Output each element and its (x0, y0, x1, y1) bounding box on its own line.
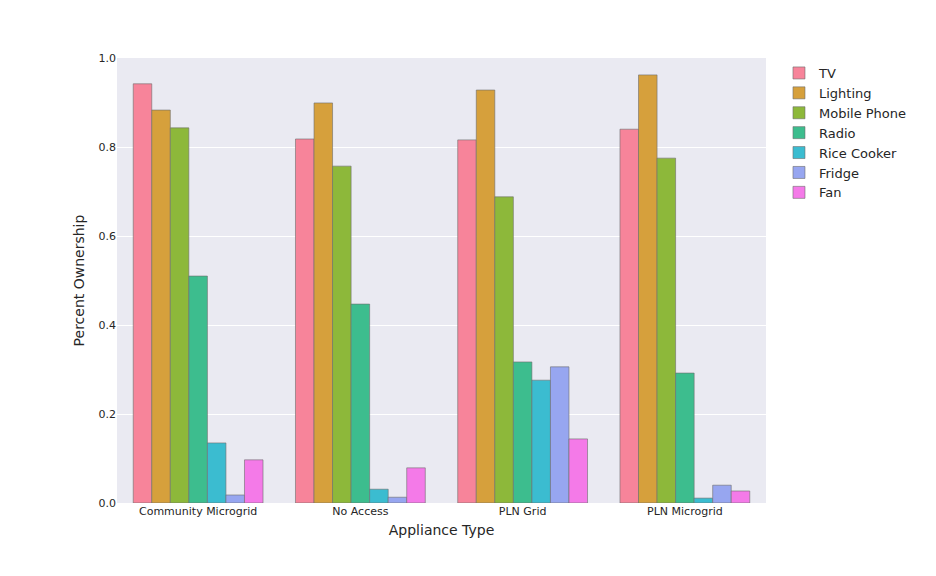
svg-text:0.4: 0.4 (99, 319, 117, 332)
svg-text:0.8: 0.8 (99, 141, 117, 154)
svg-text:Rice Cooker: Rice Cooker (819, 146, 897, 161)
svg-text:0.0: 0.0 (99, 497, 117, 510)
svg-text:Fridge: Fridge (819, 166, 859, 181)
svg-text:Mobile Phone: Mobile Phone (819, 106, 906, 121)
svg-text:0.2: 0.2 (99, 408, 117, 421)
svg-text:Radio: Radio (819, 126, 856, 141)
svg-text:Fan: Fan (819, 185, 842, 200)
svg-text:Percent Ownership: Percent Ownership (71, 215, 87, 347)
svg-text:Appliance Type: Appliance Type (389, 522, 495, 538)
svg-text:Community Microgrid: Community Microgrid (139, 505, 257, 518)
svg-text:Lighting: Lighting (819, 86, 872, 101)
svg-text:PLN Grid: PLN Grid (499, 505, 547, 518)
svg-text:PLN Microgrid: PLN Microgrid (647, 505, 723, 518)
svg-text:1.0: 1.0 (99, 52, 117, 65)
svg-text:TV: TV (818, 66, 836, 81)
svg-text:No Access: No Access (332, 505, 388, 518)
svg-text:0.6: 0.6 (99, 230, 117, 243)
